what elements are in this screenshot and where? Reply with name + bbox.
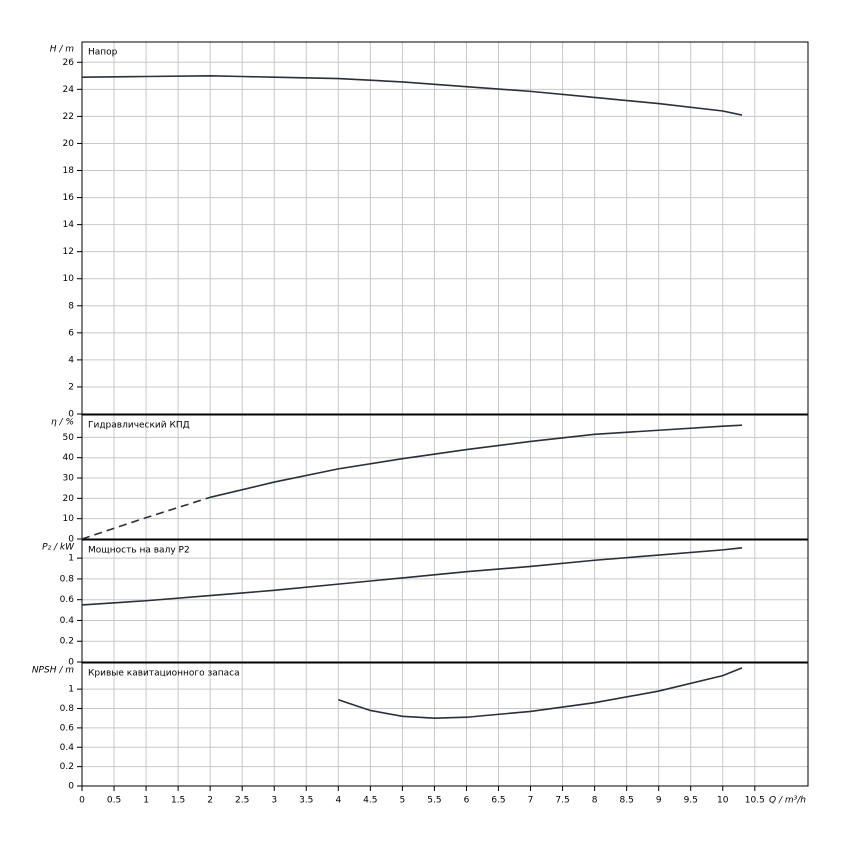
y-tick-label: 22 bbox=[63, 112, 74, 122]
x-tick-label: 10 bbox=[717, 796, 729, 806]
y-tick-label: 0 bbox=[68, 658, 74, 668]
x-tick-label: 3 bbox=[271, 796, 277, 806]
y-tick-label: 0.4 bbox=[60, 616, 75, 626]
y-tick-label: 0.8 bbox=[60, 574, 75, 584]
x-tick-label: 8.5 bbox=[619, 796, 633, 806]
y-tick-label: 10 bbox=[63, 274, 75, 284]
panel-title: Мощность на валу P2 bbox=[88, 546, 190, 556]
x-tick-label: 9.5 bbox=[684, 796, 698, 806]
x-axis-label: Q / m³/h bbox=[769, 796, 806, 806]
y-axis-label: H / m bbox=[50, 45, 75, 55]
x-tick-label: 0.5 bbox=[107, 796, 121, 806]
y-axis-label: NPSH / m bbox=[32, 666, 74, 676]
y-tick-label: 12 bbox=[63, 247, 74, 257]
y-tick-label: 0.4 bbox=[60, 743, 75, 753]
y-tick-label: 18 bbox=[63, 166, 75, 176]
y-tick-label: 8 bbox=[68, 301, 74, 311]
y-tick-label: 40 bbox=[63, 453, 75, 463]
panel-frame bbox=[81, 662, 809, 787]
y-tick-label: 1 bbox=[68, 554, 74, 564]
y-tick-label: 24 bbox=[63, 85, 75, 95]
y-tick-label: 2 bbox=[68, 382, 74, 392]
curve bbox=[338, 667, 743, 720]
curve bbox=[81, 496, 211, 540]
y-tick-label: 0 bbox=[68, 535, 74, 545]
x-tick-label: 4 bbox=[335, 796, 341, 806]
curve bbox=[81, 75, 743, 116]
y-tick-label: 50 bbox=[63, 433, 75, 443]
curve bbox=[81, 546, 743, 606]
y-tick-label: 0 bbox=[68, 410, 74, 420]
x-tick-label: 1 bbox=[143, 796, 149, 806]
y-tick-label: 0 bbox=[68, 782, 74, 792]
y-tick-label: 0.8 bbox=[60, 704, 75, 714]
x-tick-label: 5 bbox=[400, 796, 406, 806]
x-tick-label: 8 bbox=[592, 796, 598, 806]
x-tick-label: 6.5 bbox=[491, 796, 505, 806]
panel-frame bbox=[81, 41, 809, 415]
y-tick-label: 0.6 bbox=[60, 723, 75, 733]
panel-frame bbox=[81, 414, 809, 540]
y-tick-label: 16 bbox=[63, 193, 75, 203]
panel-frame bbox=[81, 539, 809, 663]
x-tick-label: 1.5 bbox=[171, 796, 185, 806]
y-tick-label: 10 bbox=[63, 514, 75, 524]
y-axis-label: P₂ / kW bbox=[42, 543, 75, 553]
y-tick-label: 20 bbox=[63, 494, 75, 504]
y-tick-label: 1 bbox=[68, 685, 74, 695]
y-tick-label: 26 bbox=[63, 58, 75, 68]
y-tick-label: 30 bbox=[63, 474, 75, 484]
y-tick-label: 20 bbox=[63, 139, 75, 149]
x-tick-label: 4.5 bbox=[363, 796, 377, 806]
x-tick-label: 7.5 bbox=[555, 796, 569, 806]
y-tick-label: 0.2 bbox=[60, 637, 74, 647]
curve bbox=[209, 424, 743, 499]
y-tick-label: 0.2 bbox=[60, 762, 74, 772]
x-tick-label: 2.5 bbox=[235, 796, 249, 806]
panel-title: Напор bbox=[88, 48, 118, 58]
x-tick-label: 9 bbox=[656, 796, 662, 806]
x-tick-label: 5.5 bbox=[427, 796, 441, 806]
x-tick-label: 3.5 bbox=[299, 796, 313, 806]
panel-title: Гидравлический КПД bbox=[88, 421, 190, 431]
y-tick-label: 14 bbox=[63, 220, 75, 230]
x-tick-label: 2 bbox=[207, 796, 213, 806]
panel-title: Кривые кавитационного запаса bbox=[88, 669, 240, 679]
y-tick-label: 6 bbox=[68, 328, 74, 338]
x-tick-label: 6 bbox=[464, 796, 470, 806]
x-tick-label: 7 bbox=[528, 796, 534, 806]
y-axis-label: η / % bbox=[51, 418, 74, 428]
y-tick-label: 4 bbox=[68, 355, 74, 365]
x-tick-label: 10.5 bbox=[745, 796, 765, 806]
x-tick-label: 0 bbox=[79, 796, 85, 806]
y-tick-label: 0.6 bbox=[60, 595, 75, 605]
